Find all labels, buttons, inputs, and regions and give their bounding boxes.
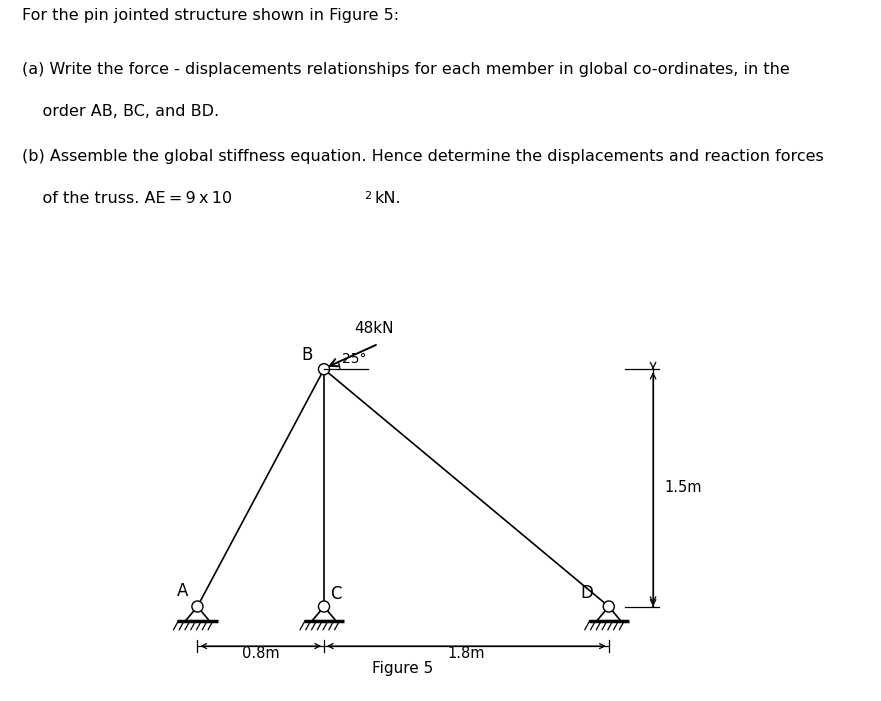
Text: 2: 2 (365, 191, 372, 200)
Text: D: D (581, 584, 593, 601)
Text: (b) Assemble the global stiffness equation. Hence determine the displacements an: (b) Assemble the global stiffness equati… (22, 149, 824, 163)
Text: (a) Write the force - displacements relationships for each member in global co-o: (a) Write the force - displacements rela… (22, 62, 789, 76)
Circle shape (318, 364, 329, 375)
Circle shape (318, 601, 329, 612)
Circle shape (603, 601, 614, 612)
Text: C: C (330, 585, 342, 604)
Text: 1.8m: 1.8m (448, 646, 485, 661)
Text: For the pin jointed structure shown in Figure 5:: For the pin jointed structure shown in F… (22, 8, 399, 23)
Text: B: B (302, 346, 314, 365)
Text: 48kN: 48kN (354, 321, 394, 336)
Text: order AB, BC, and BD.: order AB, BC, and BD. (22, 104, 219, 118)
Text: kN.: kN. (374, 191, 401, 205)
Circle shape (192, 601, 203, 612)
Text: A: A (177, 583, 189, 600)
Text: of the truss. AE = 9 x 10: of the truss. AE = 9 x 10 (22, 191, 233, 205)
Text: 25°: 25° (342, 352, 366, 366)
Text: Figure 5: Figure 5 (373, 661, 433, 676)
Text: 1.5m: 1.5m (664, 480, 701, 496)
Text: 0.8m: 0.8m (242, 646, 279, 661)
